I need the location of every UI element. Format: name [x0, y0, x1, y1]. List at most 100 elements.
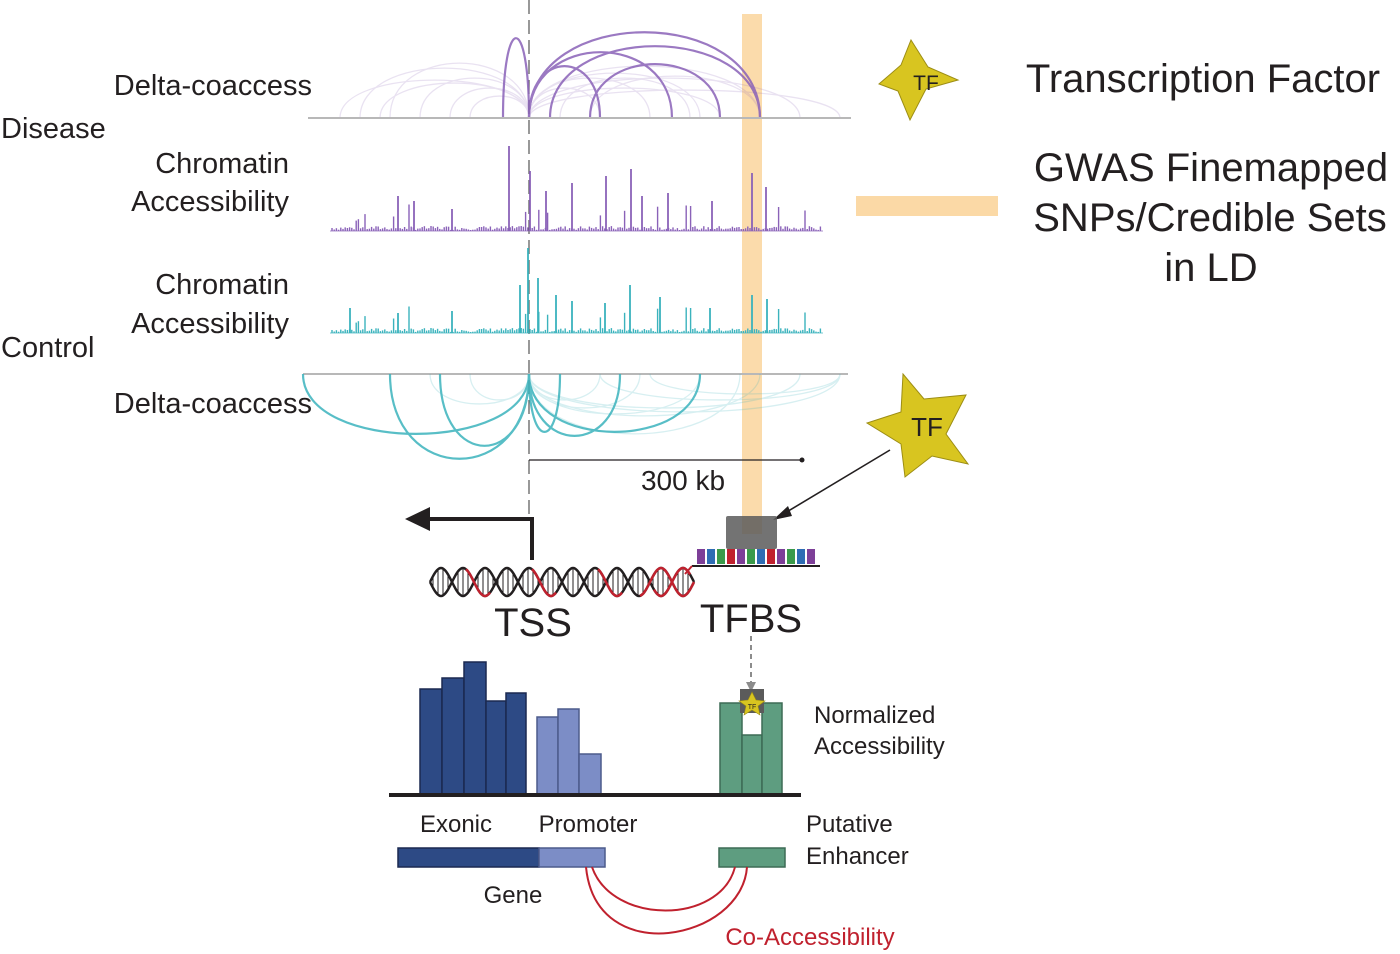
- promoter-block: [538, 847, 606, 868]
- chromatin-control-label-1: Chromatin: [155, 269, 289, 301]
- legend-gwas-line3: in LD: [1164, 246, 1257, 290]
- motif-base: [767, 549, 775, 564]
- tss-arrow: [405, 507, 534, 560]
- control-arc: [528, 373, 641, 409]
- disease-arc: [589, 75, 761, 119]
- normalized-label-2: Accessibility: [814, 733, 945, 760]
- disease-arc: [527, 31, 762, 119]
- disease-arc: [528, 72, 701, 119]
- accessibility-bars: TF: [389, 661, 801, 797]
- disease-arc: [528, 87, 721, 119]
- legend-tf-star-text: TF: [913, 72, 939, 95]
- promoter-label: Promoter: [539, 811, 638, 838]
- scale-bar: 300 kb: [529, 457, 805, 496]
- tf-binding-star: TF: [773, 372, 970, 520]
- disease-arc: [419, 77, 530, 119]
- disease-arc: [359, 67, 530, 119]
- control-arc: [469, 373, 530, 401]
- motif-base: [717, 549, 725, 564]
- control-arc: [528, 373, 741, 435]
- control-arc: [438, 373, 531, 447]
- disease-arc: [469, 95, 530, 119]
- mini-tf-text: TF: [748, 704, 757, 711]
- motif-base: [777, 549, 785, 564]
- scale-bar-label: 300 kb: [641, 465, 725, 496]
- co-accessibility-arcs: [585, 866, 748, 935]
- control-arc: [649, 373, 841, 395]
- disease-arc: [559, 77, 691, 119]
- co-accessibility-label: Co-Accessibility: [725, 924, 894, 951]
- disease-arc: [389, 62, 530, 119]
- disease-arc: [548, 45, 762, 119]
- delta-coaccess-disease-label: Delta-coaccess: [114, 70, 312, 102]
- disease-arc: [528, 89, 841, 119]
- star-icon: [738, 691, 766, 716]
- exonic-bars: [419, 661, 527, 795]
- motif-base: [797, 549, 805, 564]
- control-arc: [528, 373, 801, 409]
- control-arc: [528, 373, 761, 417]
- control-arc-track: [301, 373, 848, 460]
- exonic-block: [397, 847, 540, 868]
- arrowhead-icon: [773, 506, 792, 520]
- disease-arc: [339, 79, 530, 119]
- gene-model: [397, 847, 786, 868]
- disease-arc-track: [308, 31, 851, 119]
- disease-arc: [501, 37, 531, 119]
- putative-label-2: Enhancer: [806, 843, 909, 870]
- control-accessibility-track: [330, 248, 823, 334]
- gwas-legend-swatch: [856, 196, 998, 216]
- legend-gwas: GWAS Finemapped SNPs/Credible Sets in LD: [856, 146, 1388, 290]
- chromatin-control-label-2: Accessibility: [131, 308, 289, 340]
- control-arc: [528, 373, 701, 415]
- control-arc: [599, 373, 841, 401]
- disease-arc: [528, 65, 761, 119]
- disease-arc: [528, 87, 601, 119]
- gene-label: Gene: [484, 882, 543, 909]
- motif-base: [707, 549, 715, 564]
- motif-base: [747, 549, 755, 564]
- star-icon: [878, 38, 960, 122]
- disease-arc: [449, 87, 530, 119]
- control-arc: [528, 373, 601, 401]
- tfbs-label: TFBS: [700, 597, 802, 641]
- legend-tf-label: Transcription Factor: [1026, 57, 1380, 101]
- control-arc: [388, 373, 531, 460]
- control-arc: [429, 373, 530, 405]
- tfbs-motif: [684, 516, 820, 575]
- disease-label: Disease: [1, 113, 106, 145]
- tf-binding-star-text: TF: [911, 412, 943, 442]
- promoter-bars: [536, 708, 602, 795]
- legend-tf: TF Transcription Factor: [878, 38, 1380, 122]
- exonic-label: Exonic: [420, 811, 492, 838]
- disease-accessibility-track: [330, 146, 823, 232]
- putative-label-1: Putative: [806, 811, 893, 838]
- normalized-label-1: Normalized: [814, 702, 935, 729]
- enhancer-block: [718, 847, 786, 868]
- delta-coaccess-control-label: Delta-coaccess: [114, 388, 312, 420]
- motif-base: [807, 549, 815, 564]
- disease-arc: [588, 63, 722, 119]
- gwas-highlight-band: [742, 14, 762, 534]
- motif-base: [757, 549, 765, 564]
- chromatin-disease-label-2: Accessibility: [131, 186, 289, 218]
- disease-arc: [527, 65, 602, 119]
- disease-arc: [379, 82, 530, 119]
- control-arc: [301, 373, 531, 435]
- star-icon: [865, 372, 970, 478]
- double-helix-icon: [428, 566, 696, 598]
- motif-base: [727, 549, 735, 564]
- tss-label: TSS: [494, 601, 572, 645]
- tf-occupancy-box: [726, 516, 777, 549]
- enhancer-bars: [719, 702, 783, 795]
- motif-base: [737, 549, 745, 564]
- chromatin-disease-label-1: Chromatin: [155, 148, 289, 180]
- control-arc: [528, 373, 841, 413]
- motif-base: [697, 549, 705, 564]
- legend-gwas-line1: GWAS Finemapped: [1034, 146, 1388, 190]
- disease-arc: [528, 77, 801, 119]
- control-label: Control: [1, 332, 95, 364]
- control-arc: [527, 373, 702, 433]
- control-arc: [527, 373, 622, 437]
